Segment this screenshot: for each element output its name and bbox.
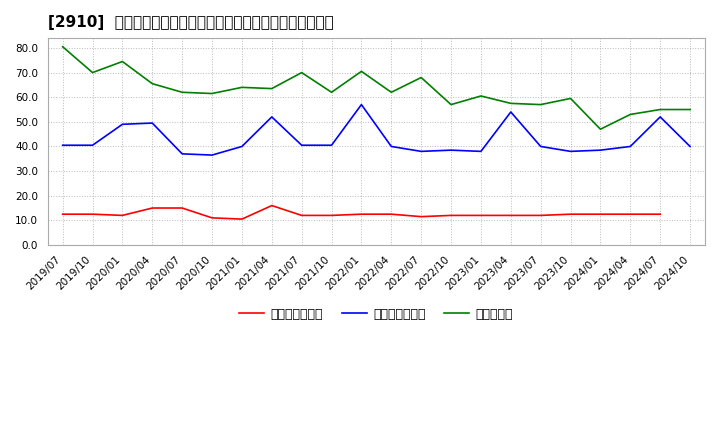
買入債務回転率 [148, 121, 157, 126]
売上債権回転率 [626, 212, 634, 217]
在庫回転率 [477, 93, 485, 99]
売上債権回転率 [477, 213, 485, 218]
買入債務回転率 [178, 151, 186, 157]
在庫回転率 [327, 90, 336, 95]
売上債権回転率 [178, 205, 186, 211]
売上債権回転率 [58, 212, 67, 217]
在庫回転率 [357, 69, 366, 74]
在庫回転率 [626, 112, 634, 117]
買入債務回転率 [626, 144, 634, 149]
売上債権回転率 [446, 213, 455, 218]
在庫回転率 [118, 59, 127, 64]
在庫回転率 [656, 107, 665, 112]
買入債務回転率 [477, 149, 485, 154]
在庫回転率 [297, 70, 306, 75]
在庫回転率 [685, 107, 694, 112]
売上債権回転率 [238, 216, 246, 222]
買入債務回転率 [297, 143, 306, 148]
買入債務回転率 [238, 144, 246, 149]
売上債権回転率 [566, 212, 575, 217]
買入債務回転率 [656, 114, 665, 120]
売上債権回転率 [506, 213, 515, 218]
買入債務回転率 [89, 143, 97, 148]
買入債務回転率 [536, 144, 545, 149]
在庫回転率 [178, 90, 186, 95]
在庫回転率 [506, 101, 515, 106]
売上債権回転率 [89, 212, 97, 217]
在庫回転率 [89, 70, 97, 75]
買入債務回転率 [118, 121, 127, 127]
買入債務回転率 [417, 149, 426, 154]
買入債務回転率 [208, 152, 217, 158]
Line: 売上債権回転率: 売上債権回転率 [63, 205, 660, 219]
Legend: 売上債権回転率, 買入債務回転率, 在庫回転率: 売上債権回転率, 買入債務回転率, 在庫回転率 [235, 303, 518, 326]
売上債権回転率 [596, 212, 605, 217]
在庫回転率 [267, 86, 276, 91]
在庫回転率 [148, 81, 157, 86]
売上債権回転率 [656, 212, 665, 217]
在庫回転率 [446, 102, 455, 107]
買入債務回転率 [357, 102, 366, 107]
買入債務回転率 [58, 143, 67, 148]
買入債務回転率 [446, 147, 455, 153]
Text: [2910]  売上債権回転率、買入債務回転率、在庫回転率の推移: [2910] 売上債権回転率、買入債務回転率、在庫回転率の推移 [48, 15, 333, 30]
在庫回転率 [417, 75, 426, 80]
売上債権回転率 [267, 203, 276, 208]
売上債権回転率 [327, 213, 336, 218]
売上債権回転率 [208, 215, 217, 220]
買入債務回転率 [506, 110, 515, 115]
買入債務回転率 [327, 143, 336, 148]
在庫回転率 [238, 85, 246, 90]
在庫回転率 [596, 127, 605, 132]
売上債権回転率 [118, 213, 127, 218]
在庫回転率 [536, 102, 545, 107]
Line: 在庫回転率: 在庫回転率 [63, 47, 690, 129]
在庫回転率 [208, 91, 217, 96]
在庫回転率 [58, 44, 67, 49]
売上債権回転率 [148, 205, 157, 211]
Line: 買入債務回転率: 買入債務回転率 [63, 105, 690, 155]
買入債務回転率 [596, 147, 605, 153]
買入債務回転率 [685, 144, 694, 149]
在庫回転率 [387, 90, 395, 95]
売上債権回転率 [357, 212, 366, 217]
買入債務回転率 [267, 114, 276, 120]
買入債務回転率 [566, 149, 575, 154]
売上債権回転率 [387, 212, 395, 217]
売上債権回転率 [297, 213, 306, 218]
買入債務回転率 [387, 144, 395, 149]
売上債権回転率 [417, 214, 426, 219]
売上債権回転率 [536, 213, 545, 218]
在庫回転率 [566, 96, 575, 101]
